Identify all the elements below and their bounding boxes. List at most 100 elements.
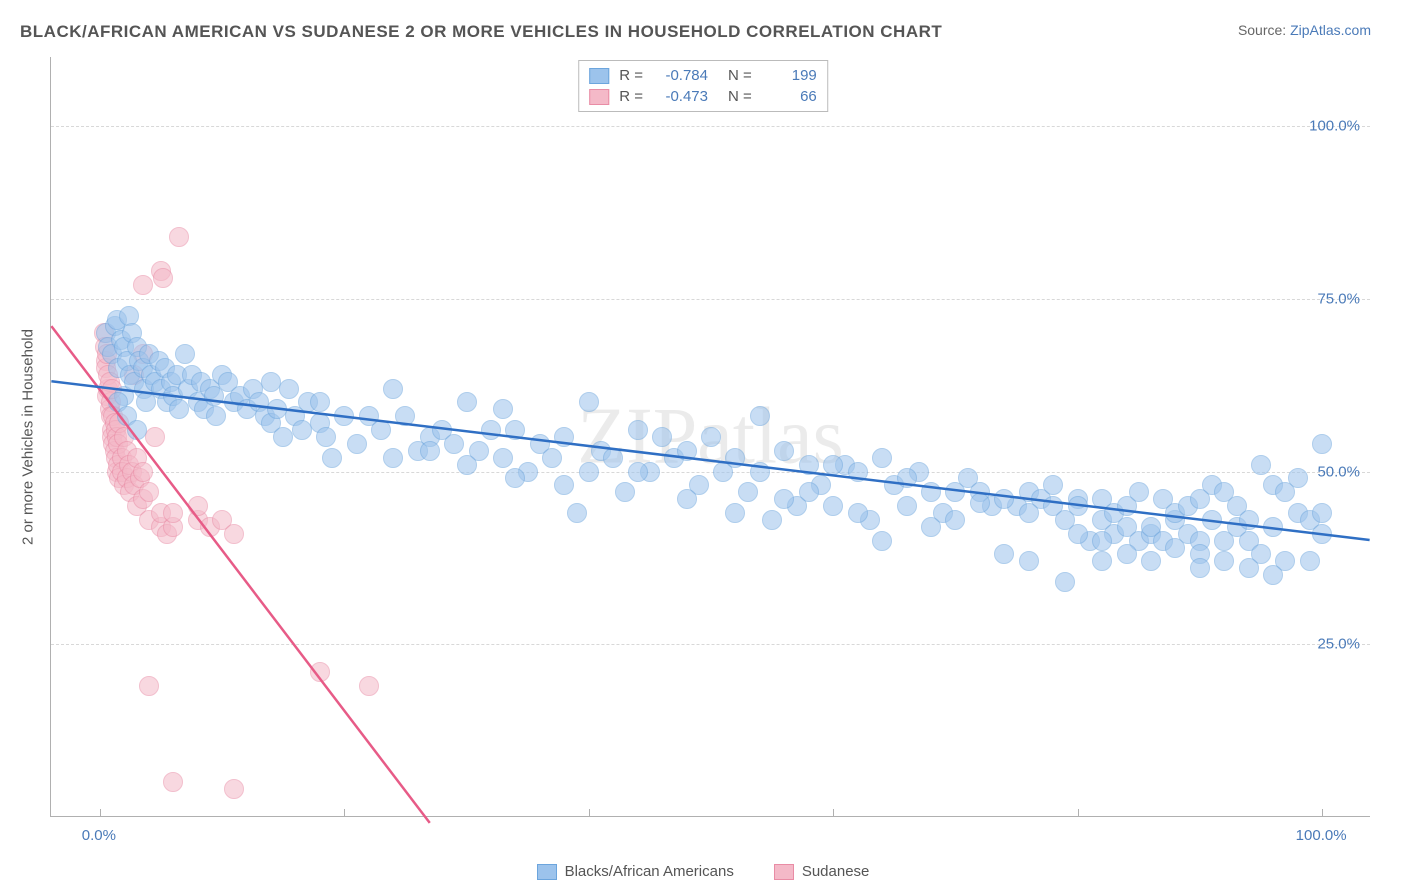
- scatter-point: [1092, 551, 1112, 571]
- scatter-point: [1190, 489, 1210, 509]
- scatter-point: [1117, 544, 1137, 564]
- scatter-point: [774, 441, 794, 461]
- scatter-point: [1312, 434, 1332, 454]
- legend-label: Sudanese: [802, 863, 870, 880]
- scatter-point: [261, 372, 281, 392]
- scatter-point: [750, 406, 770, 426]
- scatter-point: [1251, 455, 1271, 475]
- scatter-point: [1165, 538, 1185, 558]
- scatter-point: [1312, 503, 1332, 523]
- stat-label-r: R =: [619, 88, 643, 105]
- stats-row: R = -0.473 N = 66: [589, 86, 817, 107]
- scatter-point: [127, 420, 147, 440]
- scatter-point: [273, 427, 293, 447]
- scatter-point: [750, 462, 770, 482]
- x-tick: [344, 809, 345, 817]
- scatter-point: [994, 544, 1014, 564]
- scatter-point: [371, 420, 391, 440]
- legend-item: Blacks/African Americans: [537, 863, 734, 880]
- scatter-point: [628, 420, 648, 440]
- scatter-point: [848, 462, 868, 482]
- stats-legend-box: R = -0.784 N = 199 R = -0.473 N = 66: [578, 60, 828, 112]
- stat-value-n: 199: [762, 67, 817, 84]
- stat-label-r: R =: [619, 67, 643, 84]
- y-tick-label: 50.0%: [1317, 463, 1360, 480]
- scatter-point: [554, 475, 574, 495]
- stat-label-n: N =: [728, 67, 752, 84]
- scatter-point: [799, 455, 819, 475]
- scatter-point: [1190, 558, 1210, 578]
- scatter-point: [897, 496, 917, 516]
- stat-value-n: 66: [762, 88, 817, 105]
- scatter-point: [1141, 551, 1161, 571]
- scatter-point: [848, 503, 868, 523]
- scatter-point: [945, 510, 965, 530]
- scatter-point: [579, 462, 599, 482]
- scatter-point: [153, 268, 173, 288]
- scatter-point: [279, 379, 299, 399]
- scatter-point: [823, 496, 843, 516]
- scatter-point: [701, 427, 721, 447]
- scatter-point: [175, 344, 195, 364]
- x-tick: [1078, 809, 1079, 817]
- scatter-point: [292, 420, 312, 440]
- scatter-point: [224, 524, 244, 544]
- scatter-point: [139, 482, 159, 502]
- scatter-point: [457, 455, 477, 475]
- scatter-point: [1129, 482, 1149, 502]
- scatter-point: [481, 420, 501, 440]
- scatter-point: [994, 489, 1014, 509]
- scatter-point: [652, 427, 672, 447]
- scatter-point: [762, 510, 782, 530]
- scatter-point: [169, 399, 189, 419]
- scatter-point: [505, 468, 525, 488]
- scatter-point: [133, 275, 153, 295]
- chart-container: BLACK/AFRICAN AMERICAN VS SUDANESE 2 OR …: [0, 0, 1406, 892]
- scatter-point: [921, 482, 941, 502]
- scatter-point: [359, 676, 379, 696]
- scatter-point: [188, 496, 208, 516]
- scatter-point: [1055, 572, 1075, 592]
- chart-title: BLACK/AFRICAN AMERICAN VS SUDANESE 2 OR …: [20, 22, 942, 42]
- scatter-point: [420, 441, 440, 461]
- legend-label: Blacks/African Americans: [565, 863, 734, 880]
- scatter-point: [615, 482, 635, 502]
- scatter-point: [267, 399, 287, 419]
- y-tick-label: 100.0%: [1309, 118, 1360, 135]
- scatter-point: [921, 517, 941, 537]
- scatter-point: [970, 493, 990, 513]
- scatter-point: [1239, 558, 1259, 578]
- scatter-point: [1202, 510, 1222, 530]
- scatter-point: [347, 434, 367, 454]
- source-label: Source:: [1238, 22, 1286, 38]
- scatter-point: [542, 448, 562, 468]
- scatter-point: [799, 482, 819, 502]
- source-link[interactable]: ZipAtlas.com: [1290, 22, 1371, 38]
- scatter-point: [1300, 551, 1320, 571]
- swatch-icon: [537, 864, 557, 880]
- scatter-point: [567, 503, 587, 523]
- plot-area: ZIPatlas 25.0%50.0%75.0%100.0%: [50, 57, 1370, 817]
- scatter-point: [872, 531, 892, 551]
- scatter-point: [738, 482, 758, 502]
- scatter-point: [1043, 475, 1063, 495]
- scatter-point: [1263, 565, 1283, 585]
- scatter-point: [310, 392, 330, 412]
- y-tick-label: 75.0%: [1317, 290, 1360, 307]
- gridline: [51, 472, 1370, 473]
- swatch-icon: [774, 864, 794, 880]
- stats-row: R = -0.784 N = 199: [589, 65, 817, 86]
- scatter-point: [206, 406, 226, 426]
- x-tick-label: 0.0%: [82, 827, 116, 844]
- scatter-point: [1092, 531, 1112, 551]
- y-axis-title: 2 or more Vehicles in Household: [20, 329, 37, 545]
- scatter-point: [554, 427, 574, 447]
- scatter-point: [163, 772, 183, 792]
- scatter-point: [1068, 496, 1088, 516]
- scatter-point: [505, 420, 525, 440]
- scatter-point: [1288, 468, 1308, 488]
- scatter-point: [395, 406, 415, 426]
- scatter-point: [493, 448, 513, 468]
- scatter-point: [316, 427, 336, 447]
- source-attribution: Source: ZipAtlas.com: [1238, 22, 1371, 38]
